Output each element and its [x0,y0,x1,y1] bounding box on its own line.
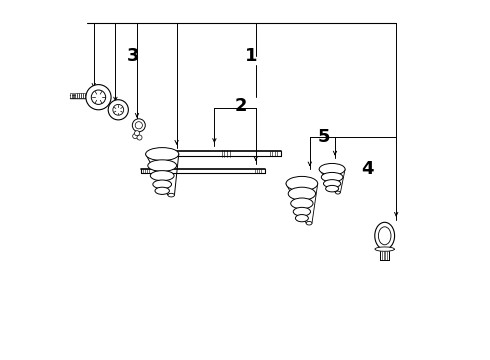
Ellipse shape [148,160,176,171]
Ellipse shape [146,148,179,161]
Bar [81,93,83,98]
Ellipse shape [306,221,312,225]
Bar [77,93,79,98]
Ellipse shape [336,191,340,194]
Ellipse shape [321,172,343,182]
Bar [74,93,76,98]
Ellipse shape [319,163,345,175]
Text: 2: 2 [234,97,247,115]
Ellipse shape [286,176,318,191]
Bar [83,93,85,98]
Circle shape [113,104,123,115]
Ellipse shape [293,207,311,216]
Ellipse shape [153,180,172,189]
Circle shape [134,131,140,136]
Circle shape [91,90,106,104]
Circle shape [132,119,145,132]
Ellipse shape [168,193,174,197]
Text: 1: 1 [245,47,258,65]
Ellipse shape [323,180,341,188]
Ellipse shape [326,185,339,192]
Circle shape [135,122,143,129]
Ellipse shape [375,222,394,249]
Ellipse shape [288,187,316,200]
Ellipse shape [295,215,308,222]
Text: 5: 5 [318,128,330,146]
Ellipse shape [378,227,391,245]
Circle shape [108,100,128,120]
Circle shape [86,85,111,110]
Bar [79,93,81,98]
Bar [73,93,74,98]
Text: 4: 4 [361,160,374,178]
Circle shape [133,134,138,139]
Ellipse shape [155,187,170,194]
Ellipse shape [291,198,313,209]
Bar [71,93,72,98]
Circle shape [137,135,142,140]
Ellipse shape [150,171,174,181]
Text: 3: 3 [126,47,139,65]
Ellipse shape [375,247,394,251]
